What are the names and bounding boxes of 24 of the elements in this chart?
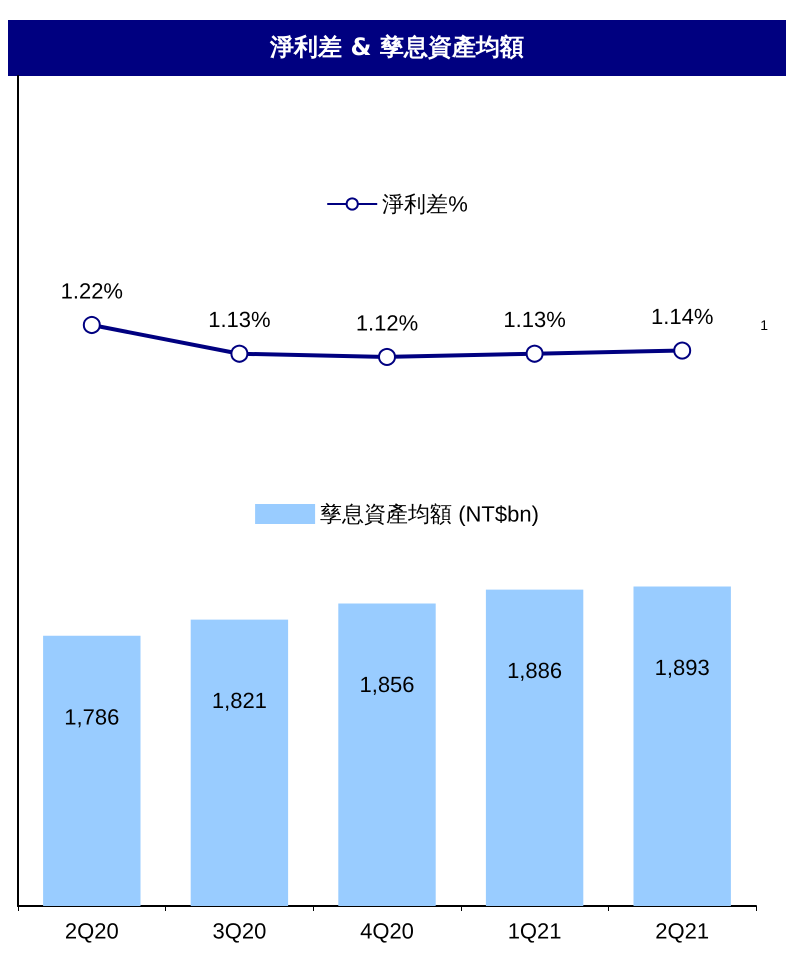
data-label: 1.14% <box>651 304 714 330</box>
data-label: 1.13% <box>503 307 566 332</box>
x-tick-label: 4Q20 <box>360 918 414 944</box>
x-tick-label: 2Q20 <box>64 918 119 944</box>
point <box>673 342 692 360</box>
x-tick-label: 2Q21 <box>655 918 710 944</box>
x-tick-label: 1Q21 <box>508 918 562 944</box>
point <box>378 348 396 366</box>
data-label: 1,786 <box>64 704 120 730</box>
data-label: 1.12% <box>356 310 418 336</box>
data-label: 1.22% <box>60 278 123 304</box>
point <box>82 316 101 334</box>
point <box>230 344 248 363</box>
data-label: 1,886 <box>507 658 562 684</box>
data-label: 1,893 <box>654 654 710 680</box>
legend-label: 淨利差% <box>382 192 468 216</box>
data-label: 1.13% <box>208 307 271 332</box>
legend-label: 孳息資產均額 (NT$bn) <box>320 502 539 526</box>
x-tick-label: 3Q20 <box>212 918 266 944</box>
data-label: 1,856 <box>359 672 415 698</box>
chart-title: 淨利差 & 孳息資產均額 <box>269 33 524 61</box>
data-label: 1,821 <box>212 688 267 714</box>
annotation: 1 <box>760 317 768 333</box>
point <box>526 344 544 363</box>
